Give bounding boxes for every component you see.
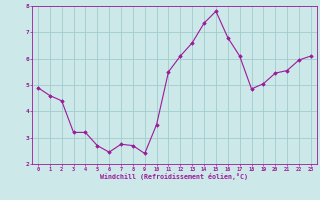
X-axis label: Windchill (Refroidissement éolien,°C): Windchill (Refroidissement éolien,°C) <box>100 173 248 180</box>
